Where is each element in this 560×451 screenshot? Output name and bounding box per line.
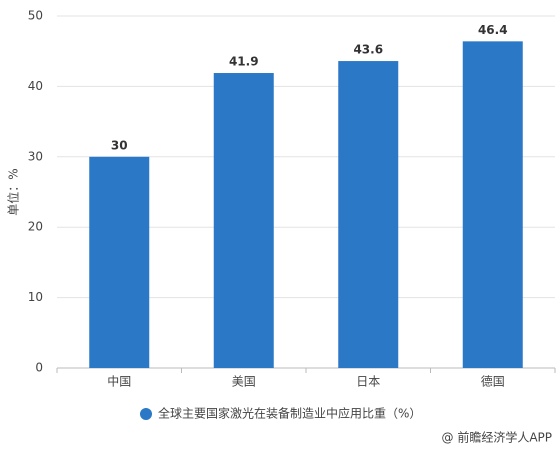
y-tick-label: 40 — [28, 79, 43, 93]
y-tick-label: 0 — [35, 361, 43, 375]
y-tick-label: 50 — [28, 9, 43, 23]
legend-label: 全球主要国家激光在装备制造业中应用比重（%） — [158, 406, 421, 421]
value-label: 41.9 — [229, 55, 259, 69]
legend-swatch — [140, 408, 152, 420]
y-tick-label: 10 — [28, 290, 43, 304]
value-label: 46.4 — [478, 23, 508, 37]
bar — [213, 73, 274, 369]
x-tick-label: 美国 — [232, 375, 256, 389]
x-tick-label: 日本 — [356, 375, 380, 389]
y-tick-label: 20 — [28, 220, 43, 234]
x-tick-label: 德国 — [481, 374, 505, 389]
bar — [462, 41, 523, 369]
y-tick-label: 30 — [28, 149, 43, 163]
x-tick-label: 中国 — [107, 374, 131, 389]
bar — [89, 156, 150, 368]
bar — [338, 61, 399, 368]
source-note: @ 前瞻经济学人APP — [442, 430, 553, 445]
value-label: 43.6 — [353, 43, 383, 57]
value-label: 30 — [111, 138, 128, 152]
y-axis-label: 单位：% — [6, 168, 21, 215]
